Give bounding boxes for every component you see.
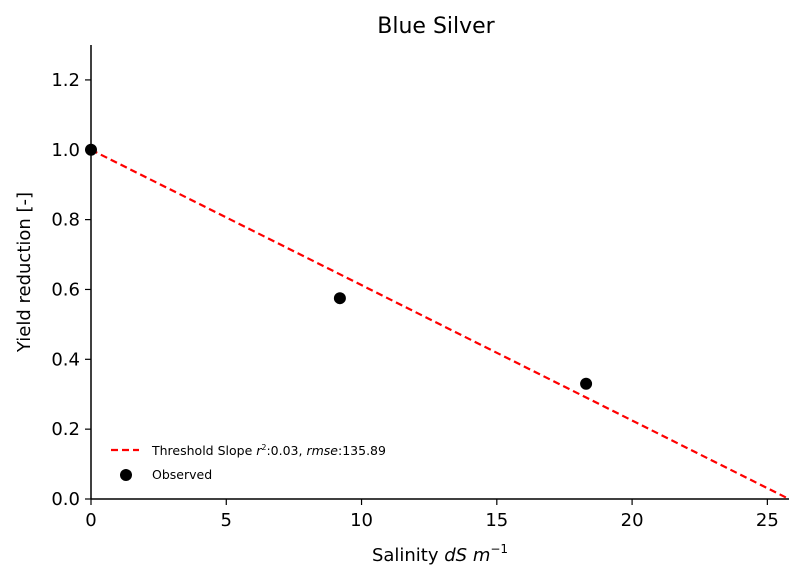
legend-line-label-mid: :0.03,: [266, 443, 306, 458]
x-tick-label: 0: [85, 510, 96, 531]
y-axis-label-group: Yield reduction [-]: [14, 192, 35, 353]
y-axis-label: Yield reduction [-]: [14, 192, 35, 353]
x-tick-label: 5: [221, 510, 232, 531]
x-axis-label-prefix: Salinity: [372, 545, 444, 566]
legend-line-label-r-sup: 2: [261, 443, 266, 452]
legend-observed-marker: [120, 469, 132, 481]
legend-line-label-rmse-value: :135.89: [338, 443, 386, 458]
chart-title: Blue Silver: [377, 14, 495, 39]
x-tick-label: 15: [485, 510, 508, 531]
axes: [90, 45, 789, 500]
legend-line-label-prefix: Threshold Slope: [151, 443, 256, 458]
ticks: 0 5 10 15 20 25 0.0 0.2 0.4 0.6 0.8 1.0 1.2: [51, 70, 778, 531]
x-tick-label: 25: [756, 510, 779, 531]
legend-line-label-rmse: rmse: [306, 443, 338, 458]
y-tick-label: 0.8: [51, 210, 80, 231]
y-tick-label: 1.0: [51, 140, 80, 161]
y-tick-label: 0.4: [51, 349, 80, 370]
legend-line-label-r: r: [256, 443, 262, 458]
x-tick-label: 20: [621, 510, 644, 531]
x-axis-label-exponent: −1: [490, 542, 508, 556]
observed-point: [580, 377, 593, 390]
x-tick-label: 10: [350, 510, 373, 531]
y-tick-label: 0.0: [51, 489, 80, 510]
y-tick-label: 0.6: [51, 279, 80, 300]
y-tick-label: 0.2: [51, 419, 80, 440]
legend-line-label: Threshold Slope r2:0.03, rmse:135.89: [151, 443, 386, 458]
x-axis-label: Salinity dS m−1: [372, 542, 508, 566]
observed-point: [333, 292, 346, 305]
threshold-slope-line: [90, 148, 790, 500]
marks: [85, 143, 790, 500]
y-tick-label: 1.2: [51, 70, 80, 91]
x-axis-label-unit: dS m: [444, 545, 490, 566]
legend-observed-label: Observed: [152, 467, 212, 482]
observed-point: [85, 143, 97, 156]
legend: Threshold Slope r2:0.03, rmse:135.89 Obs…: [111, 443, 386, 482]
